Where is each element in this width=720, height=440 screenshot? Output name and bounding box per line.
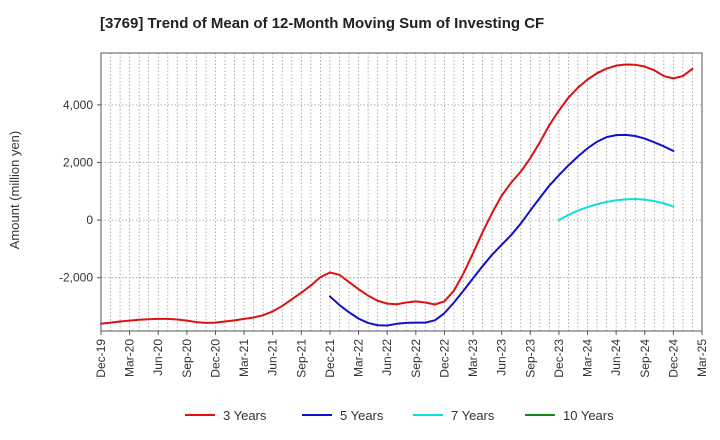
series-line-5-years [328,133,675,327]
x-tick-label: Mar-20 [123,339,137,377]
x-tick-label: Sep-22 [409,339,423,378]
x-tick-label: Dec-23 [552,339,566,378]
legend: 3 Years 5 Years 7 Years 10 Years [185,408,614,423]
legend-label: 5 Years [340,408,384,423]
x-tick-label: Dec-24 [666,339,680,378]
x-axis: Dec-19 Mar-20 Jun-20 Sep-20 Dec-20 Mar-21 Jun-… [94,331,709,378]
y-tick-label: 0 [86,213,93,227]
y-axis-label: Amount (million yen) [7,131,22,250]
series-lines [100,63,694,327]
x-tick-label: Dec-19 [94,339,108,378]
x-tick-label: Mar-22 [352,339,366,377]
y-tick-label: 4,000 [63,98,93,112]
x-tick-label: Mar-24 [581,339,595,377]
legend-item: 5 Years [302,408,384,423]
x-tick-label: Mar-25 [695,339,709,377]
x-tick-label: Sep-23 [523,339,537,378]
legend-item: 3 Years [185,408,267,423]
chart-title: [3769] Trend of Mean of 12-Month Moving … [100,15,544,32]
y-tick-label: 2,000 [63,155,93,169]
legend-label: 10 Years [563,408,614,423]
y-axis: -2,000 0 2,000 4,000 [59,98,101,285]
legend-item: 7 Years [413,408,495,423]
grid [101,53,702,331]
series-line-7-years [557,198,675,222]
x-tick-label: Jun-23 [495,339,509,376]
x-tick-label: Sep-21 [294,339,308,378]
legend-label: 7 Years [451,408,495,423]
series-line-3-years [100,63,694,325]
plot-frame [100,52,703,332]
x-tick-label: Jun-24 [609,339,623,376]
x-tick-label: Mar-23 [466,339,480,377]
y-tick-label: -2,000 [59,271,93,285]
x-tick-label: Jun-21 [266,339,280,376]
x-tick-label: Dec-22 [437,339,451,378]
legend-label: 3 Years [223,408,267,423]
x-tick-label: Mar-21 [237,339,251,377]
legend-item: 10 Years [525,408,614,423]
x-tick-label: Jun-22 [380,339,394,376]
x-tick-label: Dec-21 [323,339,337,378]
x-tick-label: Sep-24 [638,339,652,378]
x-tick-label: Jun-20 [151,339,165,376]
x-tick-label: Sep-20 [180,339,194,378]
x-tick-label: Dec-20 [208,339,222,378]
